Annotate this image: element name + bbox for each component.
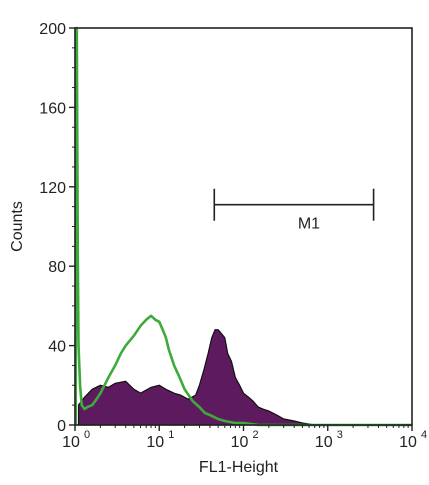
x-tick-exponent: 3 xyxy=(337,429,343,441)
x-tick-exponent: 2 xyxy=(253,429,259,441)
x-tick-exponent: 4 xyxy=(421,429,427,441)
x-tick-label: 10 xyxy=(62,434,80,451)
y-tick-label: 40 xyxy=(48,339,66,356)
plot-frame xyxy=(74,27,413,426)
x-axis-label: FL1-Height xyxy=(199,459,279,476)
control-histogram-line xyxy=(75,26,412,427)
y-tick-label: 0 xyxy=(57,418,66,435)
y-tick-label: 80 xyxy=(48,259,66,276)
x-tick-label: 10 xyxy=(399,434,417,451)
m1-marker: M1 xyxy=(213,188,375,233)
plot-layer xyxy=(74,26,412,427)
y-axis-label: Counts xyxy=(9,201,26,252)
y-tick-label: 160 xyxy=(39,100,66,117)
x-tick-exponent: 0 xyxy=(84,429,90,441)
marker-label: M1 xyxy=(298,216,320,233)
x-tick-label: 10 xyxy=(146,434,164,451)
x-tick-exponent: 1 xyxy=(168,429,174,441)
y-tick-label: 200 xyxy=(39,21,66,38)
x-axis-ticks: 10 0 10 1 10 2 10 3 10 4 xyxy=(62,425,427,451)
axis-layer xyxy=(74,27,413,426)
x-tick-label: 10 xyxy=(231,434,249,451)
x-tick-label: 10 xyxy=(315,434,333,451)
filled-histogram-series xyxy=(77,329,412,426)
y-axis-ticks: 0 40 80 120 160 200 xyxy=(39,21,75,435)
y-tick-label: 120 xyxy=(39,180,66,197)
